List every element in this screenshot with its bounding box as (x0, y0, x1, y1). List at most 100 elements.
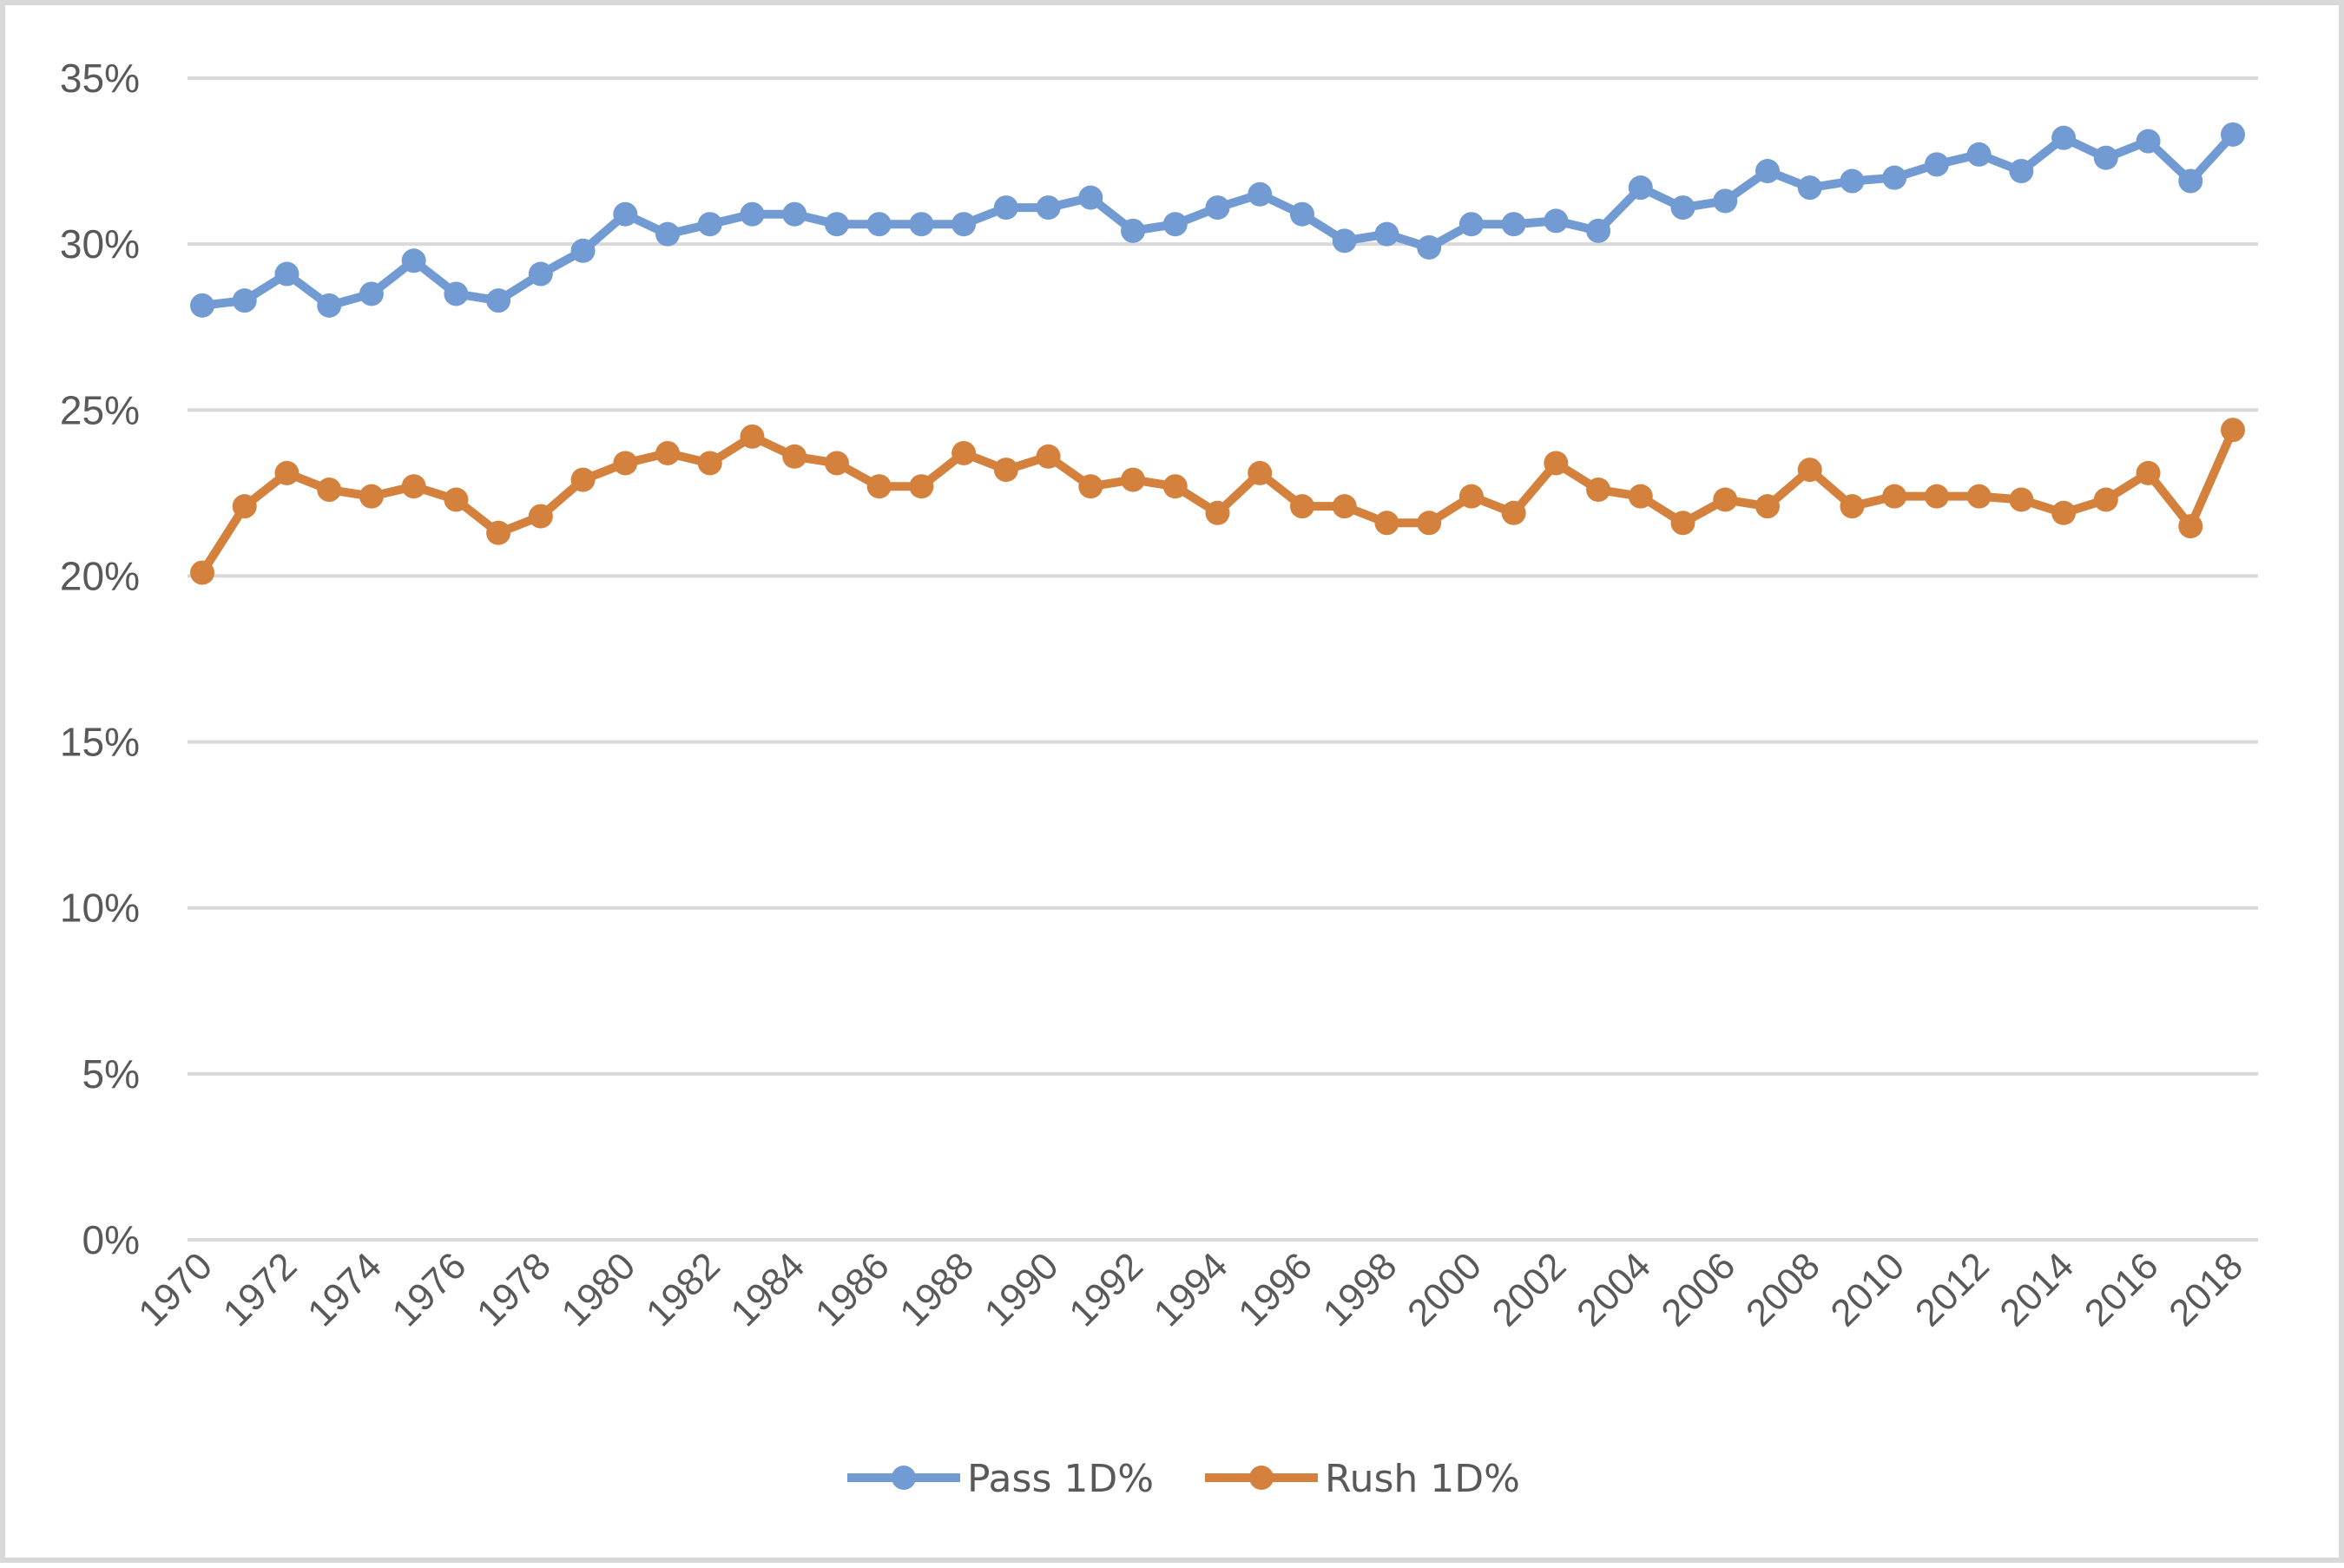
data-point (1248, 181, 1273, 207)
gridlines (188, 76, 2258, 1242)
data-point (1882, 484, 1907, 509)
data-point (1670, 195, 1695, 221)
x-tick-label: 2012 (1907, 1244, 1998, 1334)
data-point (1628, 175, 1653, 201)
series-group (190, 122, 2245, 585)
legend-item: Rush 1D% (1205, 1457, 1520, 1501)
data-point (359, 484, 384, 509)
x-tick-label: 2010 (1822, 1244, 1913, 1334)
data-point (1332, 228, 1357, 254)
x-tick-label: 2014 (1992, 1244, 2082, 1334)
data-point (401, 248, 426, 273)
x-tick-label: 1994 (1146, 1244, 1236, 1334)
data-point (190, 293, 214, 318)
data-point (232, 288, 257, 313)
data-point (1248, 460, 1273, 485)
legend: Pass 1D% Rush 1D% (847, 1457, 1520, 1501)
data-point (1417, 511, 1442, 536)
data-point (951, 440, 977, 465)
x-tick-label: 2018 (2161, 1244, 2251, 1334)
y-tick-label: 15% (60, 720, 140, 765)
x-tick-label: 1986 (807, 1244, 898, 1334)
x-tick-label: 2008 (1738, 1244, 1828, 1334)
data-point (1544, 208, 1569, 234)
legend-label: Rush 1D% (1325, 1457, 1520, 1501)
data-point (740, 201, 765, 227)
data-point (866, 212, 892, 237)
data-point (2136, 460, 2161, 485)
data-point (2221, 418, 2245, 443)
data-point (2051, 125, 2077, 150)
data-point (274, 460, 300, 485)
data-point (613, 201, 638, 227)
legend-marker-icon (892, 1466, 916, 1490)
data-point (1797, 458, 1822, 483)
data-point (1289, 494, 1314, 519)
legend-item: Pass 1D% (847, 1457, 1154, 1501)
data-point (2009, 487, 2034, 512)
x-tick-label: 1992 (1061, 1244, 1151, 1334)
data-point (951, 212, 977, 237)
data-point (1162, 212, 1188, 237)
data-point (2221, 122, 2245, 147)
data-point (1713, 188, 1738, 214)
data-point (1078, 185, 1103, 210)
data-point (1458, 212, 1484, 237)
data-point (1586, 218, 1611, 243)
data-point (1036, 195, 1061, 221)
line-chart: 0%5%10%15%20%25%30%35% 19701972197419761… (60, 56, 2258, 1501)
data-point (1121, 467, 1146, 492)
data-point (232, 494, 257, 519)
x-tick-label: 2016 (2077, 1244, 2167, 1334)
data-point (1544, 451, 1569, 476)
data-point (1755, 159, 1780, 184)
data-point (444, 487, 469, 512)
x-tick-label: 1972 (215, 1244, 306, 1334)
data-point (1924, 484, 1949, 509)
data-point (317, 478, 342, 503)
data-point (1036, 444, 1061, 469)
y-tick-label: 25% (60, 387, 140, 432)
legend-marker-icon (1249, 1466, 1274, 1490)
x-tick-label: 2000 (1399, 1244, 1490, 1334)
data-point (359, 281, 384, 306)
series-rush-1d- (190, 418, 2245, 585)
y-tick-label: 0% (82, 1217, 140, 1262)
y-tick-label: 10% (60, 886, 140, 931)
x-tick-label: 1996 (1230, 1244, 1320, 1334)
data-point (697, 212, 722, 237)
y-tick-label: 35% (60, 56, 140, 101)
data-point (697, 451, 722, 476)
x-tick-label: 1984 (722, 1244, 813, 1334)
x-tick-label: 2004 (1569, 1244, 1659, 1334)
x-tick-label: 1976 (385, 1244, 475, 1334)
data-point (1797, 175, 1822, 201)
x-tick-label: 1982 (638, 1244, 728, 1334)
data-point (1458, 484, 1484, 509)
data-point (1966, 142, 1992, 167)
y-tick-label: 30% (60, 221, 140, 267)
data-point (1332, 494, 1357, 519)
x-tick-label: 1980 (553, 1244, 643, 1334)
data-point (1840, 168, 1865, 194)
data-point (1924, 152, 1949, 177)
x-tick-label: 1978 (469, 1244, 559, 1334)
data-point (993, 195, 1018, 221)
data-point (909, 474, 934, 499)
data-point (274, 261, 300, 287)
data-point (1586, 478, 1611, 503)
data-point (444, 281, 469, 306)
series-pass-1d- (190, 122, 2245, 318)
data-point (486, 288, 511, 313)
data-point (528, 504, 553, 529)
data-point (1374, 511, 1399, 536)
y-tick-label: 5% (82, 1051, 140, 1097)
x-tick-label: 2006 (1653, 1244, 1743, 1334)
data-point (528, 261, 553, 287)
y-axis-ticks: 0% 5% 10% 15% 20% 25% 30% 35% (60, 56, 140, 1262)
data-point (570, 238, 596, 263)
data-point (2136, 128, 2161, 154)
data-point (1670, 511, 1695, 536)
x-tick-label: 1970 (130, 1244, 221, 1334)
